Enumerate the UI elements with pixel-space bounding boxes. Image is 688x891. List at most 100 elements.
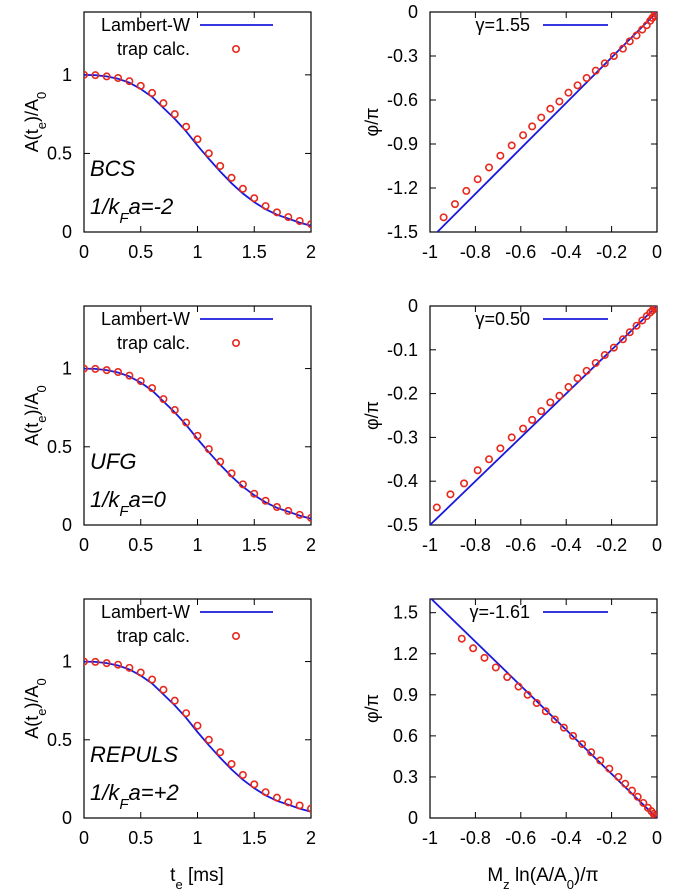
data-point	[651, 12, 657, 18]
x-tick-label: 0.5	[128, 535, 153, 555]
data-point	[193, 135, 202, 144]
data-point	[600, 351, 609, 360]
x-tick-label: -0.2	[596, 535, 627, 555]
data-point	[227, 173, 236, 182]
data-point	[609, 51, 618, 60]
data-point	[485, 455, 494, 464]
legend-label: Lambert-W	[101, 309, 190, 329]
data-point	[227, 760, 236, 769]
data-point	[182, 122, 191, 131]
data-point	[519, 424, 528, 433]
x-tick-label: 1	[192, 242, 202, 262]
x-tick-label: 1	[192, 535, 202, 555]
data-point	[555, 391, 564, 400]
data-point	[148, 88, 157, 97]
y-tick-label: -0.9	[387, 134, 418, 154]
plot-area	[84, 657, 311, 813]
data-point	[272, 503, 281, 512]
y-tick-label: -0.5	[387, 515, 418, 535]
x-tick-label: 1.5	[242, 242, 267, 262]
data-point	[204, 445, 213, 454]
data-point	[261, 496, 270, 505]
x-tick-label: 0.5	[128, 242, 153, 262]
y-tick-label: 0	[408, 808, 418, 828]
data-point	[136, 81, 145, 90]
data-point	[618, 44, 627, 53]
data-point	[170, 406, 179, 415]
data-point	[114, 368, 123, 377]
x-tick-label: -0.8	[460, 535, 491, 555]
data-point	[528, 122, 537, 131]
data-point	[182, 418, 191, 427]
data-point	[651, 306, 657, 312]
annotation-regime: BCS	[90, 156, 136, 181]
data-point	[618, 335, 627, 344]
data-point	[537, 113, 546, 122]
data-point	[650, 306, 657, 313]
data-point	[238, 480, 247, 489]
data-point	[439, 213, 448, 222]
data-point	[559, 723, 568, 732]
data-point	[473, 175, 482, 184]
x-tick-label: -0.2	[596, 828, 627, 848]
data-point	[227, 469, 236, 478]
data-point	[507, 433, 516, 442]
phase-ylabel: φ/π	[362, 401, 382, 430]
amp-ylabel: A(te)/A0	[22, 92, 49, 153]
data-point	[503, 673, 512, 682]
plot-area	[84, 364, 311, 522]
series-curve	[430, 306, 657, 525]
data-point	[564, 383, 573, 392]
data-point	[652, 813, 657, 818]
data-point	[307, 513, 311, 522]
data-point	[204, 735, 213, 744]
data-point	[532, 699, 541, 708]
x-tick-label: -0.4	[551, 242, 582, 262]
y-tick-label: -1.2	[387, 178, 418, 198]
data-point	[546, 104, 555, 113]
data-point	[480, 653, 489, 662]
data-point	[633, 792, 642, 801]
data-point	[284, 798, 293, 807]
y-tick-label: 0	[62, 515, 72, 535]
y-tick-label: -0.3	[387, 46, 418, 66]
data-point	[457, 634, 466, 643]
legend-marker	[232, 44, 241, 53]
data-point	[84, 70, 88, 79]
series-curve	[84, 660, 311, 813]
data-point	[621, 779, 630, 788]
data-point	[528, 415, 537, 424]
data-point	[307, 220, 311, 229]
data-point	[125, 77, 134, 86]
data-point	[600, 59, 609, 68]
legend-label: trap calc.	[117, 333, 190, 353]
annotation-coupling: 1/kFa=+2	[90, 780, 179, 813]
annotation-coupling: 1/kFa=0	[90, 487, 167, 520]
data-point	[84, 364, 88, 373]
data-point	[216, 748, 225, 757]
legend-label: Lambert-W	[101, 602, 190, 622]
legend-marker	[232, 338, 241, 347]
y-tick-label: 0.3	[393, 767, 418, 787]
data-point	[238, 770, 247, 779]
panel-phase-bcs: -1 -0.8 -0.6 -0.4 -0.2 0 0 -0.3 -0.6 -0.9 -1.2 -1.5…	[362, 2, 662, 262]
data-point	[250, 780, 259, 789]
data-point	[491, 663, 500, 672]
data-point	[496, 151, 505, 160]
data-point	[591, 358, 600, 367]
x-tick-label: -0.4	[551, 535, 582, 555]
data-point	[652, 12, 657, 17]
data-point	[238, 184, 247, 193]
plot-area	[430, 599, 657, 818]
y-tick-label: 1.5	[393, 603, 418, 623]
y-tick-label: 1	[62, 65, 72, 85]
x-tick-label: -0.6	[505, 828, 536, 848]
y-tick-label: 0	[408, 296, 418, 316]
legend-label: trap calc.	[117, 626, 190, 646]
x-tick-label: 0	[652, 828, 662, 848]
data-point	[546, 398, 555, 407]
y-tick-label: 0.6	[393, 726, 418, 746]
panel-amp-ufg: 0 0.5 1 1.5 2 0 0.5 1 A(te)/A0 Lambert-W trap calc…	[22, 305, 316, 555]
data-point	[596, 756, 605, 765]
